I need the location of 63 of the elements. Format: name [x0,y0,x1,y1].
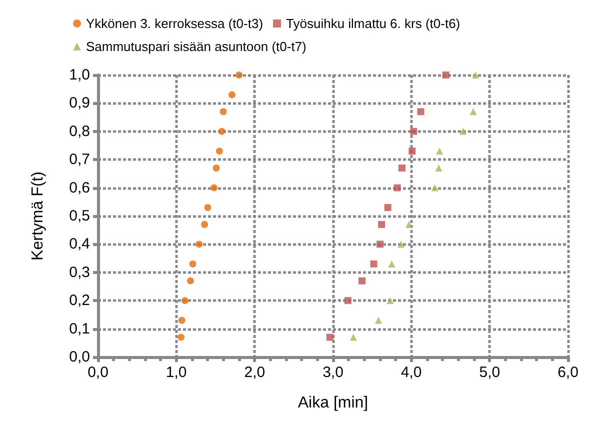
y-tick-label: 0,0 [69,348,90,366]
point [326,334,334,341]
point [178,334,185,341]
y-tick-label: 0,8 [69,122,90,140]
point [431,184,438,192]
y-tick-label: 0,1 [69,320,90,338]
x-tick-label: 0,0 [88,364,108,381]
legend-label: Ykkönen 3. kerroksessa (t0-t3) [86,16,264,31]
x-tick-label: 3,0 [322,364,344,381]
point [417,108,424,116]
y-tick-label: 0,3 [69,264,90,281]
y-tick-label: 0,2 [69,292,90,310]
point [218,128,226,135]
x-tick-label: 6,0 [558,364,578,381]
legend-label: Työsuihku ilmattu 6. krs (t0-t6) [286,16,460,31]
point [378,220,386,228]
point [408,148,416,155]
point [410,128,418,135]
point [388,260,396,268]
point [228,91,236,98]
point [374,316,382,324]
point [204,204,212,212]
point [210,184,218,192]
point [470,108,477,116]
point [196,240,203,248]
y-axis-title: Kertymä F(t) [30,172,46,260]
point [181,297,188,304]
legend-label: Sammutuspari sisään asuntoon (t0-t7) [86,39,306,54]
point [386,297,394,304]
x-tick-label: 2,0 [244,364,266,381]
point [186,277,194,284]
y-tick-label: 1,0 [69,66,90,84]
point [178,316,186,324]
y-tick-label: 0,5 [69,208,90,224]
point [189,260,196,268]
x-tick-label: 1,0 [166,364,187,381]
point [398,240,405,248]
point [201,220,208,228]
point [376,240,384,248]
x-tick-label: 4,0 [400,364,422,381]
point [405,220,412,228]
point [220,108,227,116]
x-tick-label: 5,0 [479,364,500,381]
point [384,204,392,212]
point [442,72,450,78]
y-tick-label: 0,7 [69,151,90,168]
point [358,277,366,284]
point [436,148,444,155]
point [236,72,242,78]
point [350,334,357,341]
point [212,164,220,172]
point [344,297,352,304]
y-tick-label: 0,6 [69,179,90,196]
point [460,128,467,135]
y-tick-label: 0,4 [69,236,90,253]
point [472,72,480,78]
point [398,164,406,172]
point [394,184,401,192]
point [370,260,378,268]
point [216,148,223,155]
x-axis-title: Aika [min] [298,394,368,412]
point [435,164,442,172]
y-tick-label: 0,9 [69,94,90,112]
